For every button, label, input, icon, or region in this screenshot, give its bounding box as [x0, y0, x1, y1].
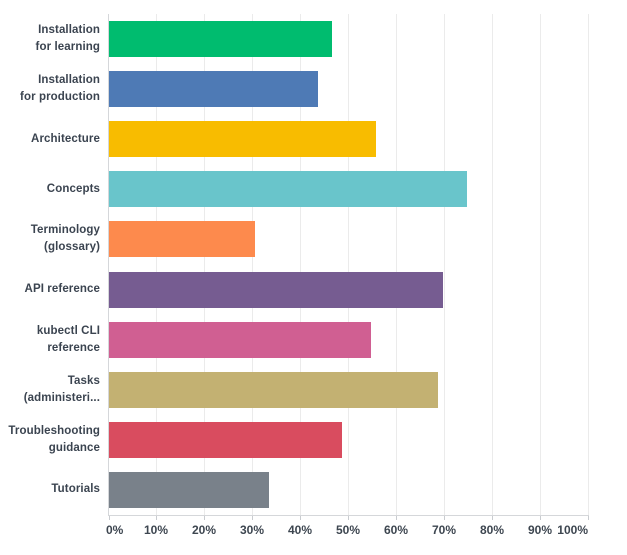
category-label-line: Installation [38, 24, 100, 37]
tick-mark-10% [156, 516, 157, 520]
bar-tasks-administeri [109, 371, 438, 408]
category-axis: Installation for learning Installation for … [0, 14, 100, 515]
category-label-line: Tutorials [51, 483, 100, 496]
tick-mark-80% [492, 516, 493, 520]
tick-mark-0% [109, 516, 110, 520]
gridline-90% [540, 14, 541, 515]
x-tick-label: 40% [287, 523, 313, 537]
tick-mark-50% [348, 516, 349, 520]
gridline-70% [444, 14, 445, 515]
x-tick-label: 90% [527, 523, 553, 537]
bar-kubectl-cli-reference [109, 321, 372, 358]
category-label-tasks-administeri: Tasks (administeri... [0, 365, 100, 415]
category-label-line: Tasks [67, 374, 100, 387]
gridline-60% [396, 14, 397, 515]
gridline-10% [156, 14, 157, 515]
x-tick-label: 80% [479, 523, 505, 537]
category-label-line: Terminology [30, 224, 100, 237]
tick-mark-30% [252, 516, 253, 520]
bar-terminology-glossary [109, 221, 255, 258]
x-tick-label: 10% [143, 523, 169, 537]
gridline-100% [588, 14, 589, 515]
category-label-line: kubectl CLI [36, 324, 100, 337]
gridline-40% [300, 14, 301, 515]
category-label-concepts: Concepts [0, 164, 100, 214]
bar-tutorials [109, 471, 269, 508]
bar-installation-for-learning [109, 21, 333, 58]
category-label-line: API reference [24, 283, 100, 296]
category-label-line: for learning [35, 41, 100, 54]
category-label-line: reference [47, 341, 100, 354]
category-label-line: for production [20, 91, 100, 104]
x-tick-label: 50% [335, 523, 361, 537]
bar-troubleshooting-guidance [109, 421, 342, 458]
category-label-line: Concepts [46, 182, 100, 195]
category-label-installation-for-learning: Installation for learning [0, 14, 100, 64]
x-tick-label: 70% [431, 523, 457, 537]
tick-mark-20% [204, 516, 205, 520]
category-label-troubleshooting-guidance: Troubleshooting guidance [0, 415, 100, 465]
category-label-line: guidance [48, 441, 100, 454]
tick-mark-90% [540, 516, 541, 520]
x-tick-label: 100% [557, 523, 588, 537]
x-tick-label: 60% [383, 523, 409, 537]
tick-mark-40% [300, 516, 301, 520]
category-label-architecture: Architecture [0, 114, 100, 164]
tick-mark-60% [396, 516, 397, 520]
category-label-terminology-glossary: Terminology (glossary) [0, 214, 100, 264]
bar-api-reference [109, 271, 444, 308]
category-label-line: (administeri... [23, 391, 100, 404]
plot-area [108, 14, 589, 520]
bar-installation-for-production [109, 71, 318, 108]
category-label-line: Installation [38, 74, 100, 87]
category-label-tutorials: Tutorials [0, 465, 100, 515]
category-label-line: Architecture [31, 132, 100, 145]
category-label-line: Troubleshooting [8, 424, 100, 437]
x-axis-tick-labels: 0% 10% 20% 30% 40% 50% 60% 70% 80% 90% 100% [106, 523, 588, 543]
category-label-line: (glossary) [44, 241, 100, 254]
x-tick-label: 30% [239, 523, 265, 537]
tick-mark-100% [588, 516, 589, 520]
gridline-50% [348, 14, 349, 515]
bar-architecture [109, 121, 376, 158]
tick-mark-70% [444, 516, 445, 520]
gridline-30% [252, 14, 253, 515]
category-label-kubectl-cli-reference: kubectl CLI reference [0, 315, 100, 365]
x-tick-label: 0% [106, 523, 124, 537]
gridline-20% [204, 14, 205, 515]
gridline-80% [492, 14, 493, 515]
category-label-installation-for-production: Installation for production [0, 64, 100, 114]
x-tick-label: 20% [191, 523, 217, 537]
category-label-api-reference: API reference [0, 265, 100, 315]
bar-concepts [109, 171, 468, 208]
